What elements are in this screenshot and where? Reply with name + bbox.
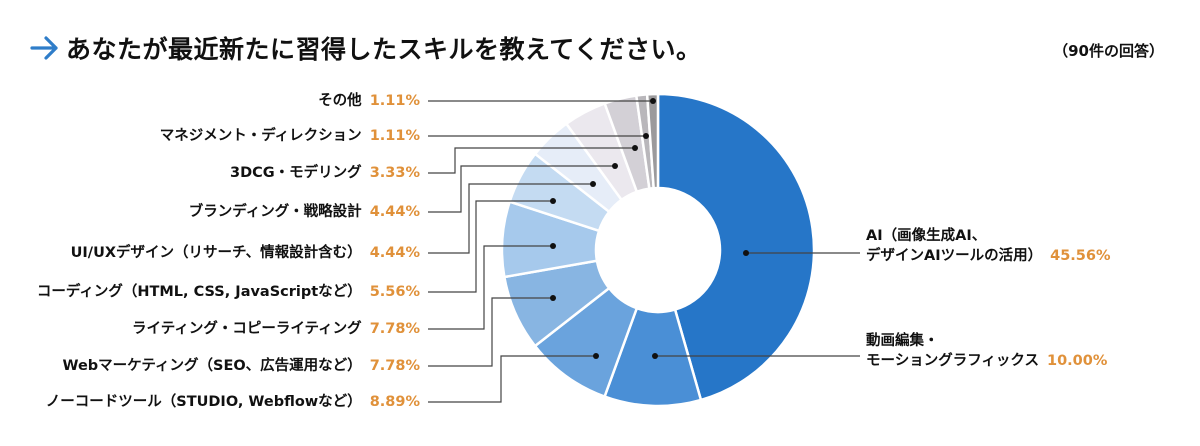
slice-label: 3DCG・モデリング 3.33%	[230, 163, 420, 183]
slice-label-text: マネジメント・ディレクション	[159, 128, 362, 144]
slice-label: UI/UXデザイン（リサーチ、情報設計含む） 4.44%	[71, 243, 420, 263]
slice-label-text: 3DCG・モデリング	[230, 165, 362, 181]
leader-dot	[650, 98, 656, 104]
slice-label-text: ノーコードツール（STUDIO, Webflowなど）	[45, 394, 362, 410]
slice-percent: 8.89%	[369, 394, 420, 410]
leader-dot	[550, 243, 556, 249]
slice-label: コーディング（HTML, CSS, JavaScriptなど） 5.56%	[37, 282, 420, 302]
slice-label: ノーコードツール（STUDIO, Webflowなど） 8.89%	[46, 392, 420, 412]
slice-percent: 1.11%	[369, 128, 420, 144]
page-title: あなたが最近新たに習得したスキルを教えてください。	[66, 35, 702, 64]
slice-label-text: ライティング・コピーライティング	[132, 321, 362, 337]
slice-percent: 1.11%	[369, 93, 420, 109]
leader-dot	[550, 295, 556, 301]
leader-dot	[643, 133, 649, 139]
slice-percent: 4.44%	[369, 204, 420, 220]
slice-percent: 5.56%	[369, 284, 420, 300]
leader-dot	[652, 353, 658, 359]
slice-label-text: その他	[318, 93, 362, 109]
leader-line	[428, 355, 596, 403]
arrow-right-icon	[30, 36, 58, 60]
leader-dot	[612, 163, 618, 169]
leader-line	[428, 147, 635, 174]
slice-percent: 7.78%	[369, 358, 420, 374]
leader-dot	[743, 250, 749, 256]
slice-label-text: 動画編集・	[866, 333, 939, 349]
slice-label: ライティング・コピーライティング 7.78%	[132, 319, 420, 339]
slice-label: 動画編集・モーショングラフィックス 10.00%	[866, 331, 1107, 371]
chart-header: あなたが最近新たに習得したスキルを教えてください。	[30, 30, 702, 66]
slice-percent: 7.78%	[369, 321, 420, 337]
slice-label-text: デザインAIツールの活用）	[866, 248, 1043, 264]
slice-label-text: AI（画像生成AI、	[866, 228, 987, 244]
leader-line	[428, 183, 593, 254]
donut-slice	[656, 92, 816, 402]
slice-label: マネジメント・ディレクション 1.11%	[160, 126, 420, 146]
leader-dot	[590, 181, 596, 187]
leader-line	[428, 200, 553, 293]
donut-slice	[645, 92, 660, 190]
slice-label: Webマーケティング（SEO、広告運用など） 7.78%	[62, 356, 420, 376]
slice-label-text: UI/UXデザイン（リサーチ、情報設計含む）	[70, 245, 362, 261]
leader-dot	[632, 145, 638, 151]
leader-dot	[550, 198, 556, 204]
slice-percent: 4.44%	[369, 245, 420, 261]
slice-label: AI（画像生成AI、デザインAIツールの活用） 45.56%	[866, 226, 1111, 266]
slice-label: ブランディング・戦略設計 4.44%	[189, 202, 420, 222]
response-count: （90件の回答）	[1053, 42, 1164, 60]
leader-dot	[593, 353, 599, 359]
leader-line	[428, 165, 615, 213]
leader-line	[428, 297, 553, 367]
leader-line	[428, 245, 553, 330]
slice-percent: 10.00%	[1046, 353, 1108, 369]
slice-label-text: ブランディング・戦略設計	[188, 204, 362, 220]
slice-label-text: モーショングラフィックス	[866, 353, 1039, 369]
slice-percent: 45.56%	[1050, 248, 1111, 264]
slice-percent: 3.33%	[369, 165, 420, 181]
slice-label-text: コーディング（HTML, CSS, JavaScriptなど）	[36, 284, 362, 300]
slice-label-text: Webマーケティング（SEO、広告運用など）	[62, 358, 362, 374]
slice-label: その他 1.11%	[318, 91, 420, 111]
